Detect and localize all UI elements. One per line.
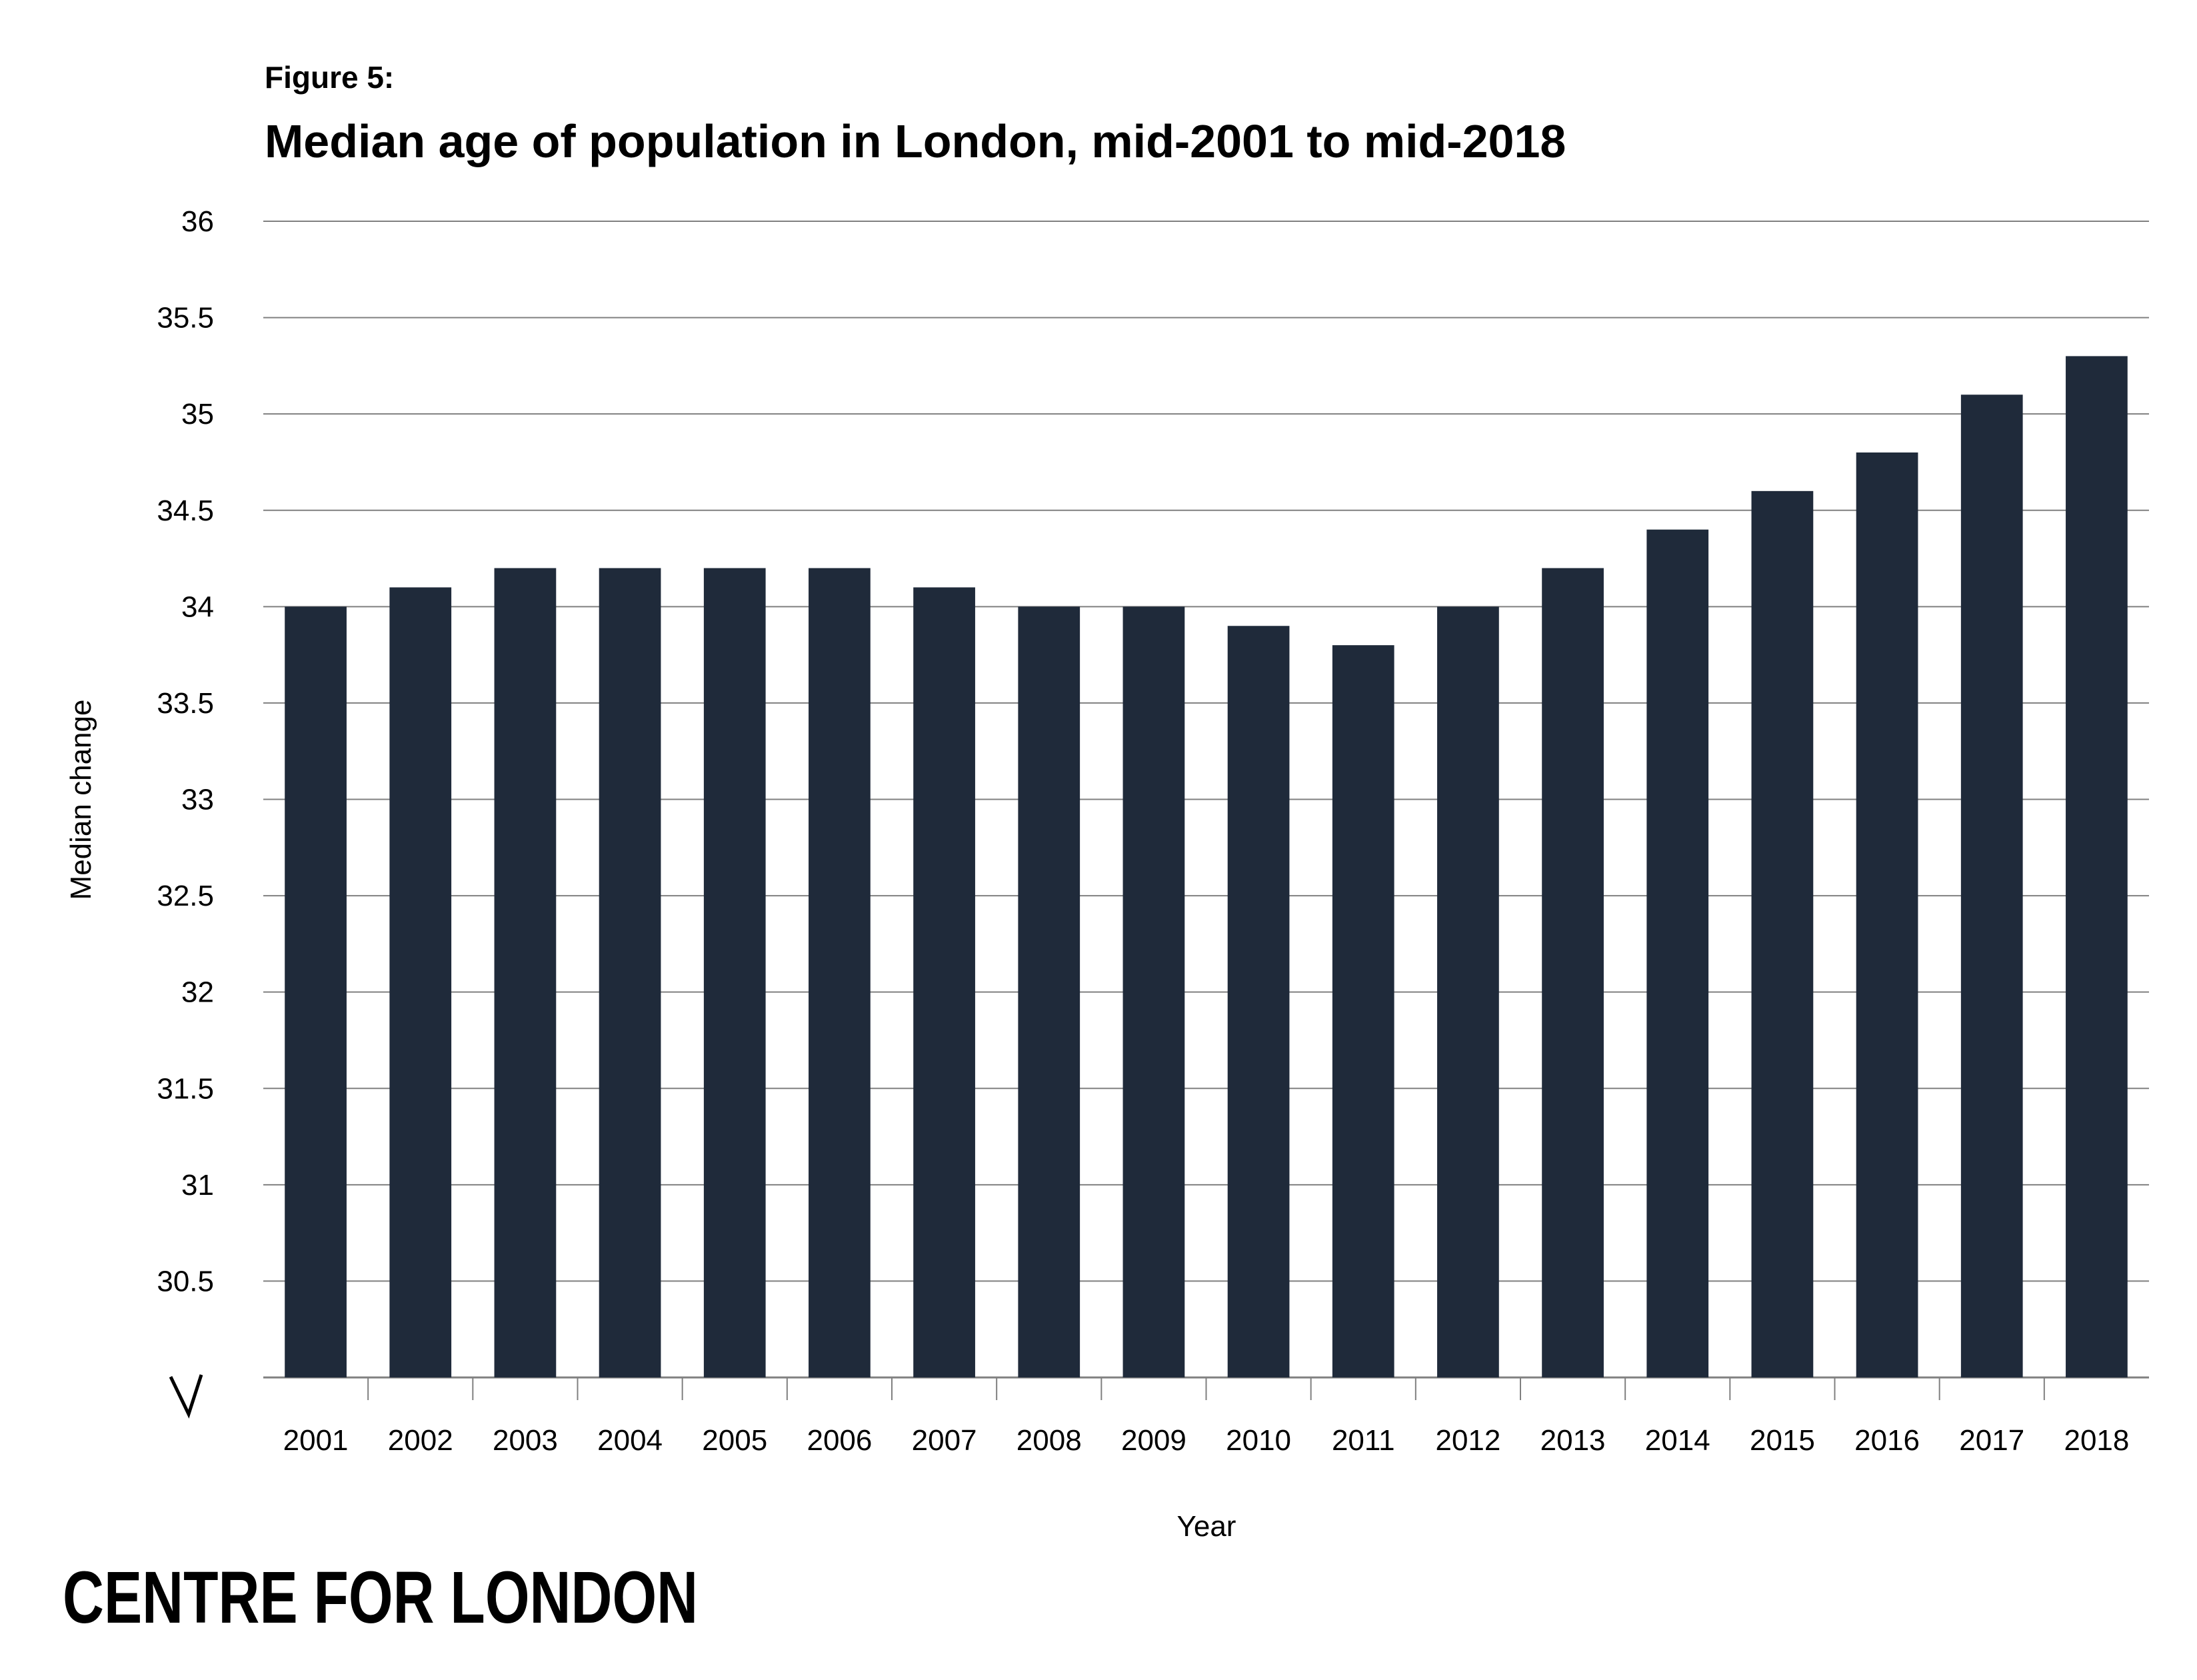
bar-2014: [1646, 529, 1709, 1377]
bar-2011: [1332, 645, 1394, 1377]
x-tick-label: 2015: [1750, 1424, 1815, 1457]
x-tick-label: 2001: [283, 1424, 349, 1457]
bars: [285, 356, 2128, 1378]
x-tick-label: 2005: [702, 1424, 767, 1457]
y-tick-label: 33: [181, 784, 214, 816]
bar-2003: [494, 568, 557, 1377]
chart-title: Median age of population in London, mid-…: [265, 115, 1566, 167]
bar-2018: [2066, 356, 2128, 1377]
bar-2009: [1122, 606, 1185, 1378]
bar-2010: [1227, 626, 1290, 1377]
y-tick-label: 34.5: [157, 494, 214, 527]
gridlines: [263, 221, 2149, 1400]
y-tick-label: 30.5: [157, 1265, 214, 1297]
x-tick-label: 2003: [493, 1424, 558, 1457]
y-tick-label: 35: [181, 398, 214, 430]
y-tick-label: 34: [181, 590, 214, 623]
x-tick-label: 2010: [1226, 1424, 1291, 1457]
x-tick-label: 2008: [1017, 1424, 1082, 1457]
y-tick-labels: 30.5 31 31.5 32 32.5 33 33.5 34 34.5 35 35.5 36: [157, 205, 214, 1297]
y-tick-label: 32.5: [157, 880, 214, 912]
bar-2007: [913, 587, 975, 1377]
y-tick-label: 36: [181, 205, 214, 238]
axis-break-icon: [169, 1374, 203, 1419]
x-tick-label: 2006: [807, 1424, 872, 1457]
bar-2006: [809, 568, 871, 1377]
x-tick-label: 2009: [1121, 1424, 1186, 1457]
x-axis-label: Year: [1177, 1510, 1236, 1543]
y-tick-label: 35.5: [157, 302, 214, 335]
bar-2002: [389, 587, 452, 1377]
bar-2015: [1751, 490, 1814, 1378]
x-tick-labels: 2001 2002 2003 2004 2005 2006 2007 2008 2009 2010…: [283, 1424, 2130, 1457]
x-tick-label: 2007: [912, 1424, 977, 1457]
x-tick-label: 2018: [2064, 1424, 2129, 1457]
x-tick-label: 2016: [1854, 1424, 1920, 1457]
bar-2001: [285, 606, 347, 1378]
bar-2017: [1960, 395, 2023, 1377]
bar-2008: [1018, 606, 1081, 1378]
y-tick-label: 31: [181, 1169, 214, 1202]
y-tick-label: 31.5: [157, 1072, 214, 1105]
bar-2012: [1437, 606, 1499, 1378]
x-tick-label: 2012: [1435, 1424, 1500, 1457]
y-tick-label: 33.5: [157, 687, 214, 720]
bar-2004: [599, 568, 661, 1377]
figure-label: Figure 5:: [265, 60, 394, 95]
bar-2016: [1856, 452, 1918, 1377]
x-tick-label: 2014: [1645, 1424, 1710, 1457]
y-axis-label: Median change: [65, 700, 97, 900]
centre-for-london-logo: CENTRE FOR LONDON: [63, 1557, 698, 1639]
x-tick-label: 2013: [1540, 1424, 1606, 1457]
x-tick-label: 2002: [388, 1424, 453, 1457]
x-tick-label: 2011: [1332, 1424, 1395, 1457]
x-tick-label: 2017: [1959, 1424, 2024, 1457]
y-tick-label: 32: [181, 976, 214, 1009]
bar-2013: [1542, 568, 1604, 1377]
bar-2005: [703, 568, 766, 1377]
x-tick-label: 2004: [597, 1424, 663, 1457]
